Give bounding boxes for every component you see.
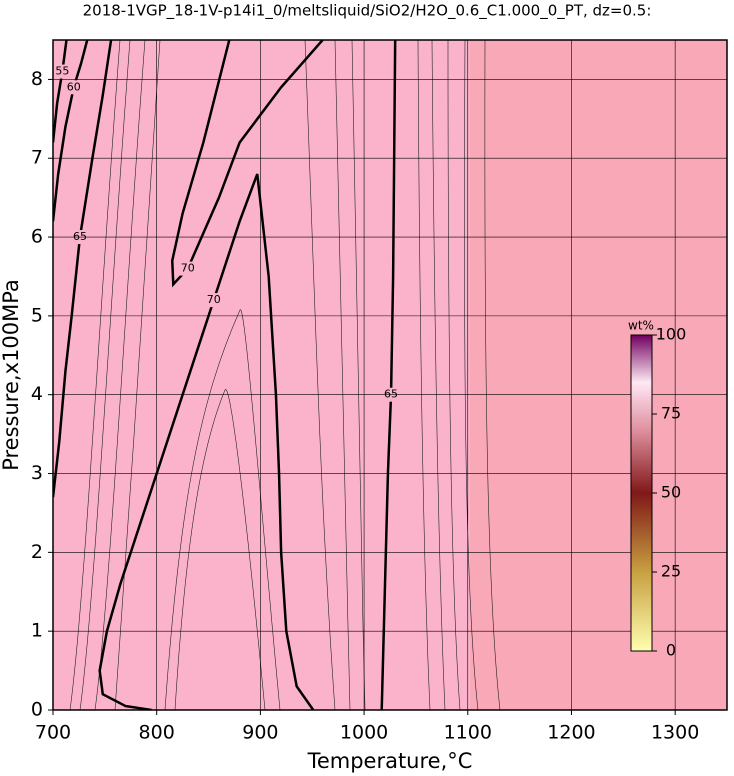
x-axis-label: Temperature,°C: [307, 749, 473, 773]
colorbar-tick-label: 100: [656, 325, 687, 344]
contour-line: [53, 40, 113, 498]
x-tick-label: 1000: [340, 722, 388, 744]
thin-contours: [69, 40, 501, 710]
contour-label: 70: [181, 262, 195, 275]
colorbar-tick-label: 75: [661, 404, 681, 423]
y-tick-label: 6: [31, 226, 43, 248]
contour-label-bg: [54, 64, 71, 79]
y-tick-label: 7: [31, 147, 43, 169]
colorbar-tick-label: 25: [661, 562, 681, 581]
contour-label: 55: [55, 65, 69, 78]
chart-title: 2018-1VGP_18-1V-p14i1_0/meltsliquid/SiO2…: [83, 2, 652, 21]
y-axis-label: Pressure,x100MPa: [0, 279, 23, 471]
colorbar-tick-label: 0: [666, 641, 676, 660]
contour-label: 65: [73, 230, 87, 243]
x-tick-label: 1100: [444, 722, 492, 744]
y-tick-label: 5: [31, 304, 43, 326]
y-tick-label: 8: [31, 68, 43, 90]
x-tick-label: 900: [242, 722, 278, 744]
y-tick-label: 4: [31, 383, 43, 405]
contour-line: [53, 40, 89, 222]
contour-label: 65: [384, 388, 398, 401]
contour-label-bg: [65, 80, 82, 95]
colorbar-label: wt%: [628, 319, 654, 333]
contour-line: [53, 40, 68, 143]
x-tick-label: 1300: [651, 722, 699, 744]
x-tick-label: 1200: [547, 722, 595, 744]
contour-label-bg: [179, 261, 196, 276]
colorbar-tick-label: 50: [661, 483, 681, 502]
y-tick-label: 1: [31, 620, 43, 642]
x-tick-label: 700: [35, 722, 71, 744]
plot-background-high: [470, 40, 727, 710]
contour-line: [380, 40, 397, 710]
contour-label: 60: [67, 80, 81, 93]
contour-label: 70: [207, 293, 221, 306]
y-tick-label: 0: [31, 699, 43, 721]
x-tick-label: 800: [139, 722, 175, 744]
colorbar: [630, 334, 653, 652]
contour-label-bg: [205, 293, 222, 308]
plot-frame: [52, 39, 728, 711]
y-tick-label: 3: [31, 462, 43, 484]
y-tick-label: 2: [31, 541, 43, 563]
